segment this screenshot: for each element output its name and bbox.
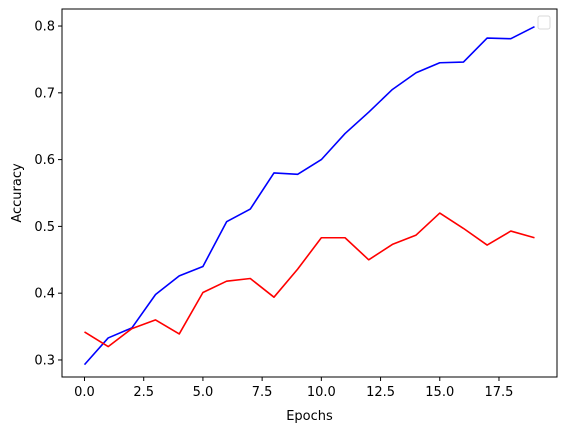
- y-tick-label: 0.7: [34, 86, 55, 101]
- x-tick-label: 15.0: [425, 385, 454, 400]
- y-tick-label: 0.6: [34, 153, 55, 168]
- series-line-2: [84, 212, 535, 348]
- plot-area: [62, 9, 557, 377]
- series-layer: [83, 25, 535, 366]
- x-tick-label: 12.5: [366, 385, 395, 400]
- y-axis-ticks: 0.3 0.4 0.5 0.6 0.7 0.8: [34, 20, 62, 368]
- legend-box: [537, 15, 551, 30]
- y-tick-label: 0.8: [34, 20, 55, 35]
- plot-frame: [61, 8, 558, 378]
- y-axis-label: Accuracy: [10, 163, 25, 223]
- y-tick-label: 0.5: [34, 220, 55, 235]
- x-tick-label: 17.5: [484, 385, 513, 400]
- y-tick-label: 0.4: [34, 287, 55, 302]
- y-tick-label: 0.3: [34, 353, 55, 368]
- series-line-1: [83, 25, 535, 366]
- x-tick-label: 10.0: [307, 385, 336, 400]
- x-tick-label: 0.0: [74, 385, 95, 400]
- x-tick-label: 7.5: [252, 385, 273, 400]
- x-tick-label: 5.0: [193, 385, 214, 400]
- x-axis-label: Epochs: [286, 409, 333, 424]
- x-axis-ticks: 0.0 2.5 5.0 7.5 10.0 12.5 15.0 17.5: [74, 377, 513, 400]
- x-tick-label: 2.5: [133, 385, 154, 400]
